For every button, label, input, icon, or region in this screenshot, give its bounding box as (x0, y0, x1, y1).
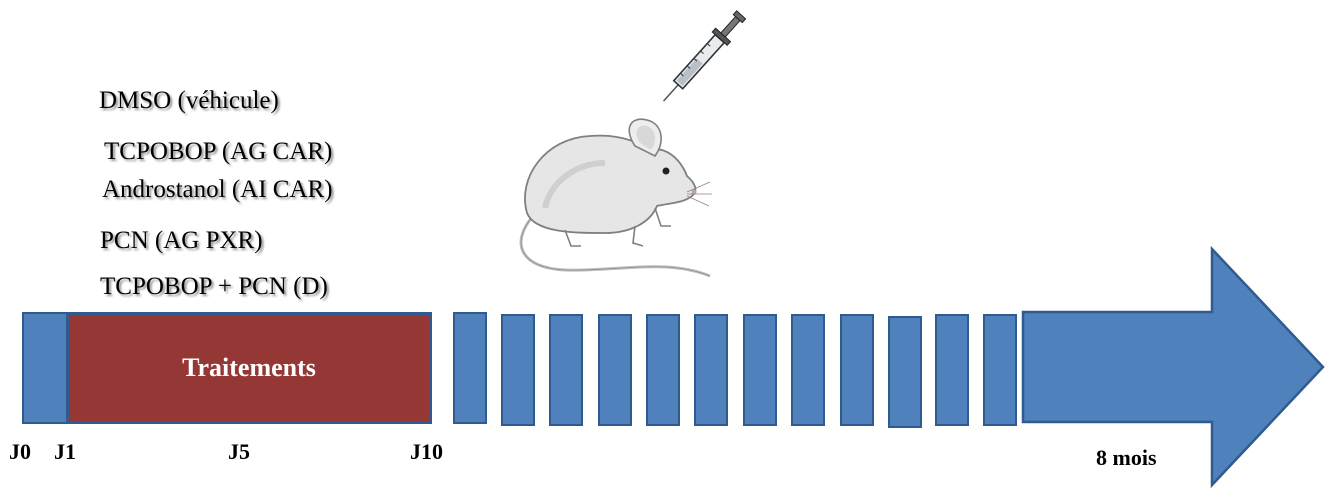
timeline-segment (453, 312, 487, 424)
timeline-segment (646, 314, 680, 426)
label-j0: J0 (9, 439, 31, 464)
treatment-tcpobop: TCPOBOP (AG CAR) (104, 138, 333, 165)
syringe-icon (662, 10, 747, 102)
timeline-segment (549, 314, 583, 426)
label-j1: J1 (54, 439, 76, 464)
timeline-segment (983, 314, 1017, 426)
treatment-pcn: PCN (AG PXR) (100, 227, 263, 254)
label-j5: J5 (228, 439, 250, 464)
mouse-illustration (519, 118, 712, 278)
timeline-arrow (1021, 246, 1325, 488)
timeline-j0-box (22, 312, 68, 424)
timeline-segment (743, 314, 777, 426)
timeline-segment (791, 314, 825, 426)
treatment-block-label: Traitements (182, 353, 316, 382)
timeline-segment (598, 314, 632, 426)
treatment-period-block: Traitements (66, 312, 432, 424)
treatment-dmso: DMSO (véhicule) (99, 87, 279, 114)
timeline-segment (694, 314, 728, 426)
treatment-combo: TCPOBOP + PCN (D) (100, 273, 328, 300)
timeline-segment (840, 314, 874, 426)
label-j10: J10 (410, 439, 443, 464)
treatment-androstanol: Androstanol (AI CAR) (102, 176, 333, 203)
timeline-segment (935, 314, 969, 426)
timeline-segment (501, 314, 535, 426)
label-end: 8 mois (1096, 445, 1157, 470)
timeline-segment (888, 316, 922, 428)
